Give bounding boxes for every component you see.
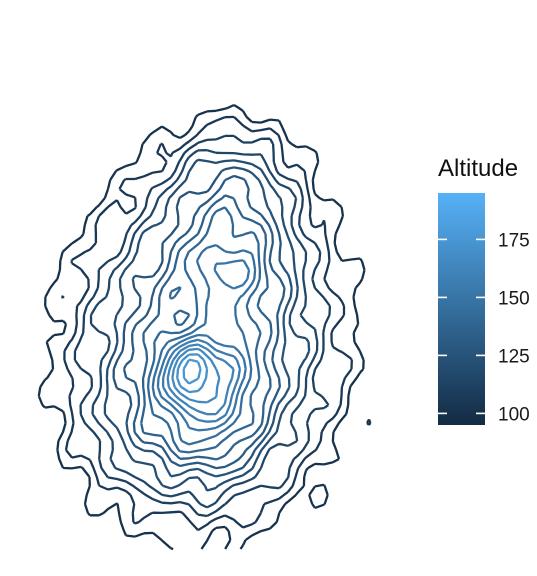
contour-line-125 <box>112 166 293 478</box>
contour-line-170 <box>176 353 209 394</box>
colorbar-ticks: 100 125 150 175 <box>438 230 530 425</box>
contour-line-155 <box>161 338 242 423</box>
plot-panel <box>37 103 372 551</box>
contour-line-160 <box>166 343 235 416</box>
contour-line-135 <box>140 194 273 461</box>
legend-title: Altitude <box>438 155 518 182</box>
contour-line-150 <box>156 259 251 432</box>
colorbar-tick-label: 100 <box>498 404 530 425</box>
contour-line-100 <box>37 103 372 551</box>
contour-line-140 <box>146 206 262 454</box>
contour-line-130 <box>122 174 286 470</box>
contour-line-145 <box>151 243 257 446</box>
contour-line-105 <box>60 115 353 532</box>
contour-line-110 <box>73 134 332 518</box>
contour-line-120 <box>103 158 311 492</box>
contour-line-175 <box>182 358 202 385</box>
colorbar-tick-label: 125 <box>498 346 530 367</box>
contour-line-115 <box>89 149 319 509</box>
colorbar-legend: Altitude 100 125 150 175 <box>438 155 530 425</box>
colorbar-tick-label: 150 <box>498 288 530 309</box>
colorbar <box>438 193 485 425</box>
colorbar-tick-label: 175 <box>498 230 530 251</box>
contour-line-165 <box>171 347 221 404</box>
